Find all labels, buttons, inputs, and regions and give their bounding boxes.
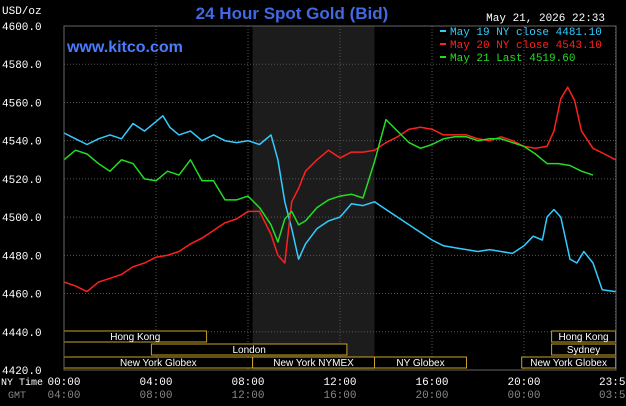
y-tick-label: 4540.0 (2, 137, 42, 149)
session-label: New York NYMEX (273, 358, 354, 369)
x-tick-gmt-label: 03:59 (599, 390, 626, 402)
y-tick-label: 4460.0 (2, 290, 42, 302)
session-label: London (232, 345, 265, 356)
unit-label: USD/oz (2, 6, 42, 18)
x-tick-ny-label: 00:00 (47, 377, 80, 389)
x-tick-ny-label: 04:00 (139, 377, 172, 389)
nymex-session-band (252, 26, 375, 370)
y-tick-label: 4580.0 (2, 60, 42, 72)
session-bar: NY Globex (374, 356, 467, 369)
site-watermark: www.kitco.com (66, 39, 183, 56)
session-bar: London (150, 343, 348, 356)
legend-entry: May 21 Last 4519.60 (450, 53, 575, 65)
session-bar: Hong Kong (551, 330, 617, 343)
gmt-row-label: GMT (8, 391, 26, 402)
x-tick-ny-label: 08:00 (231, 377, 264, 389)
x-tick-gmt-label: 04:00 (47, 390, 80, 402)
y-tick-label: 4520.0 (2, 175, 42, 187)
x-tick-ny-label: 16:00 (415, 377, 448, 389)
x-tick-gmt-label: 12:00 (231, 390, 264, 402)
session-bar: New York Globex (521, 356, 617, 369)
y-tick-label: 4440.0 (2, 328, 42, 340)
series-line-1 (63, 115, 616, 293)
session-bar: Sydney (551, 343, 617, 356)
session-label: Sydney (567, 345, 600, 356)
chart-title: 24 Hour Spot Gold (Bid) (196, 4, 389, 23)
session-label: Hong Kong (559, 332, 609, 343)
session-label: NY Globex (396, 358, 444, 369)
y-tick-label: 4480.0 (2, 251, 42, 263)
series-line-3 (63, 118, 594, 243)
legend-entry: May 19 NY close 4481.10 (450, 27, 602, 39)
x-tick-ny-label: 20:00 (507, 377, 540, 389)
plot-frame (63, 25, 617, 371)
session-label: Hong Kong (110, 332, 160, 343)
x-tick-gmt-label: 20:00 (415, 390, 448, 402)
session-bar: New York NYMEX (252, 356, 376, 369)
series-line-2 (63, 86, 616, 293)
session-label: New York Globex (530, 358, 607, 369)
x-tick-ny-label: 12:00 (323, 377, 356, 389)
x-tick-gmt-label: 00:00 (507, 390, 540, 402)
session-bar: Hong Kong (63, 330, 208, 343)
legend-entry: May 20 NY close 4543.10 (450, 40, 602, 52)
x-tick-gmt-label: 16:00 (323, 390, 356, 402)
y-tick-label: 4600.0 (2, 22, 42, 34)
x-tick-gmt-label: 08:00 (139, 390, 172, 402)
timestamp: May 21, 2026 22:33 (486, 13, 605, 25)
session-bar: New York Globex (63, 356, 254, 369)
session-label: New York Globex (120, 358, 197, 369)
x-tick-ny-label: 23:59 (599, 377, 626, 389)
y-tick-label: 4500.0 (2, 213, 42, 225)
ny-time-row-label: NY Time (1, 377, 43, 389)
y-tick-label: 4560.0 (2, 98, 42, 110)
y-tick-label: 4420.0 (2, 366, 42, 378)
